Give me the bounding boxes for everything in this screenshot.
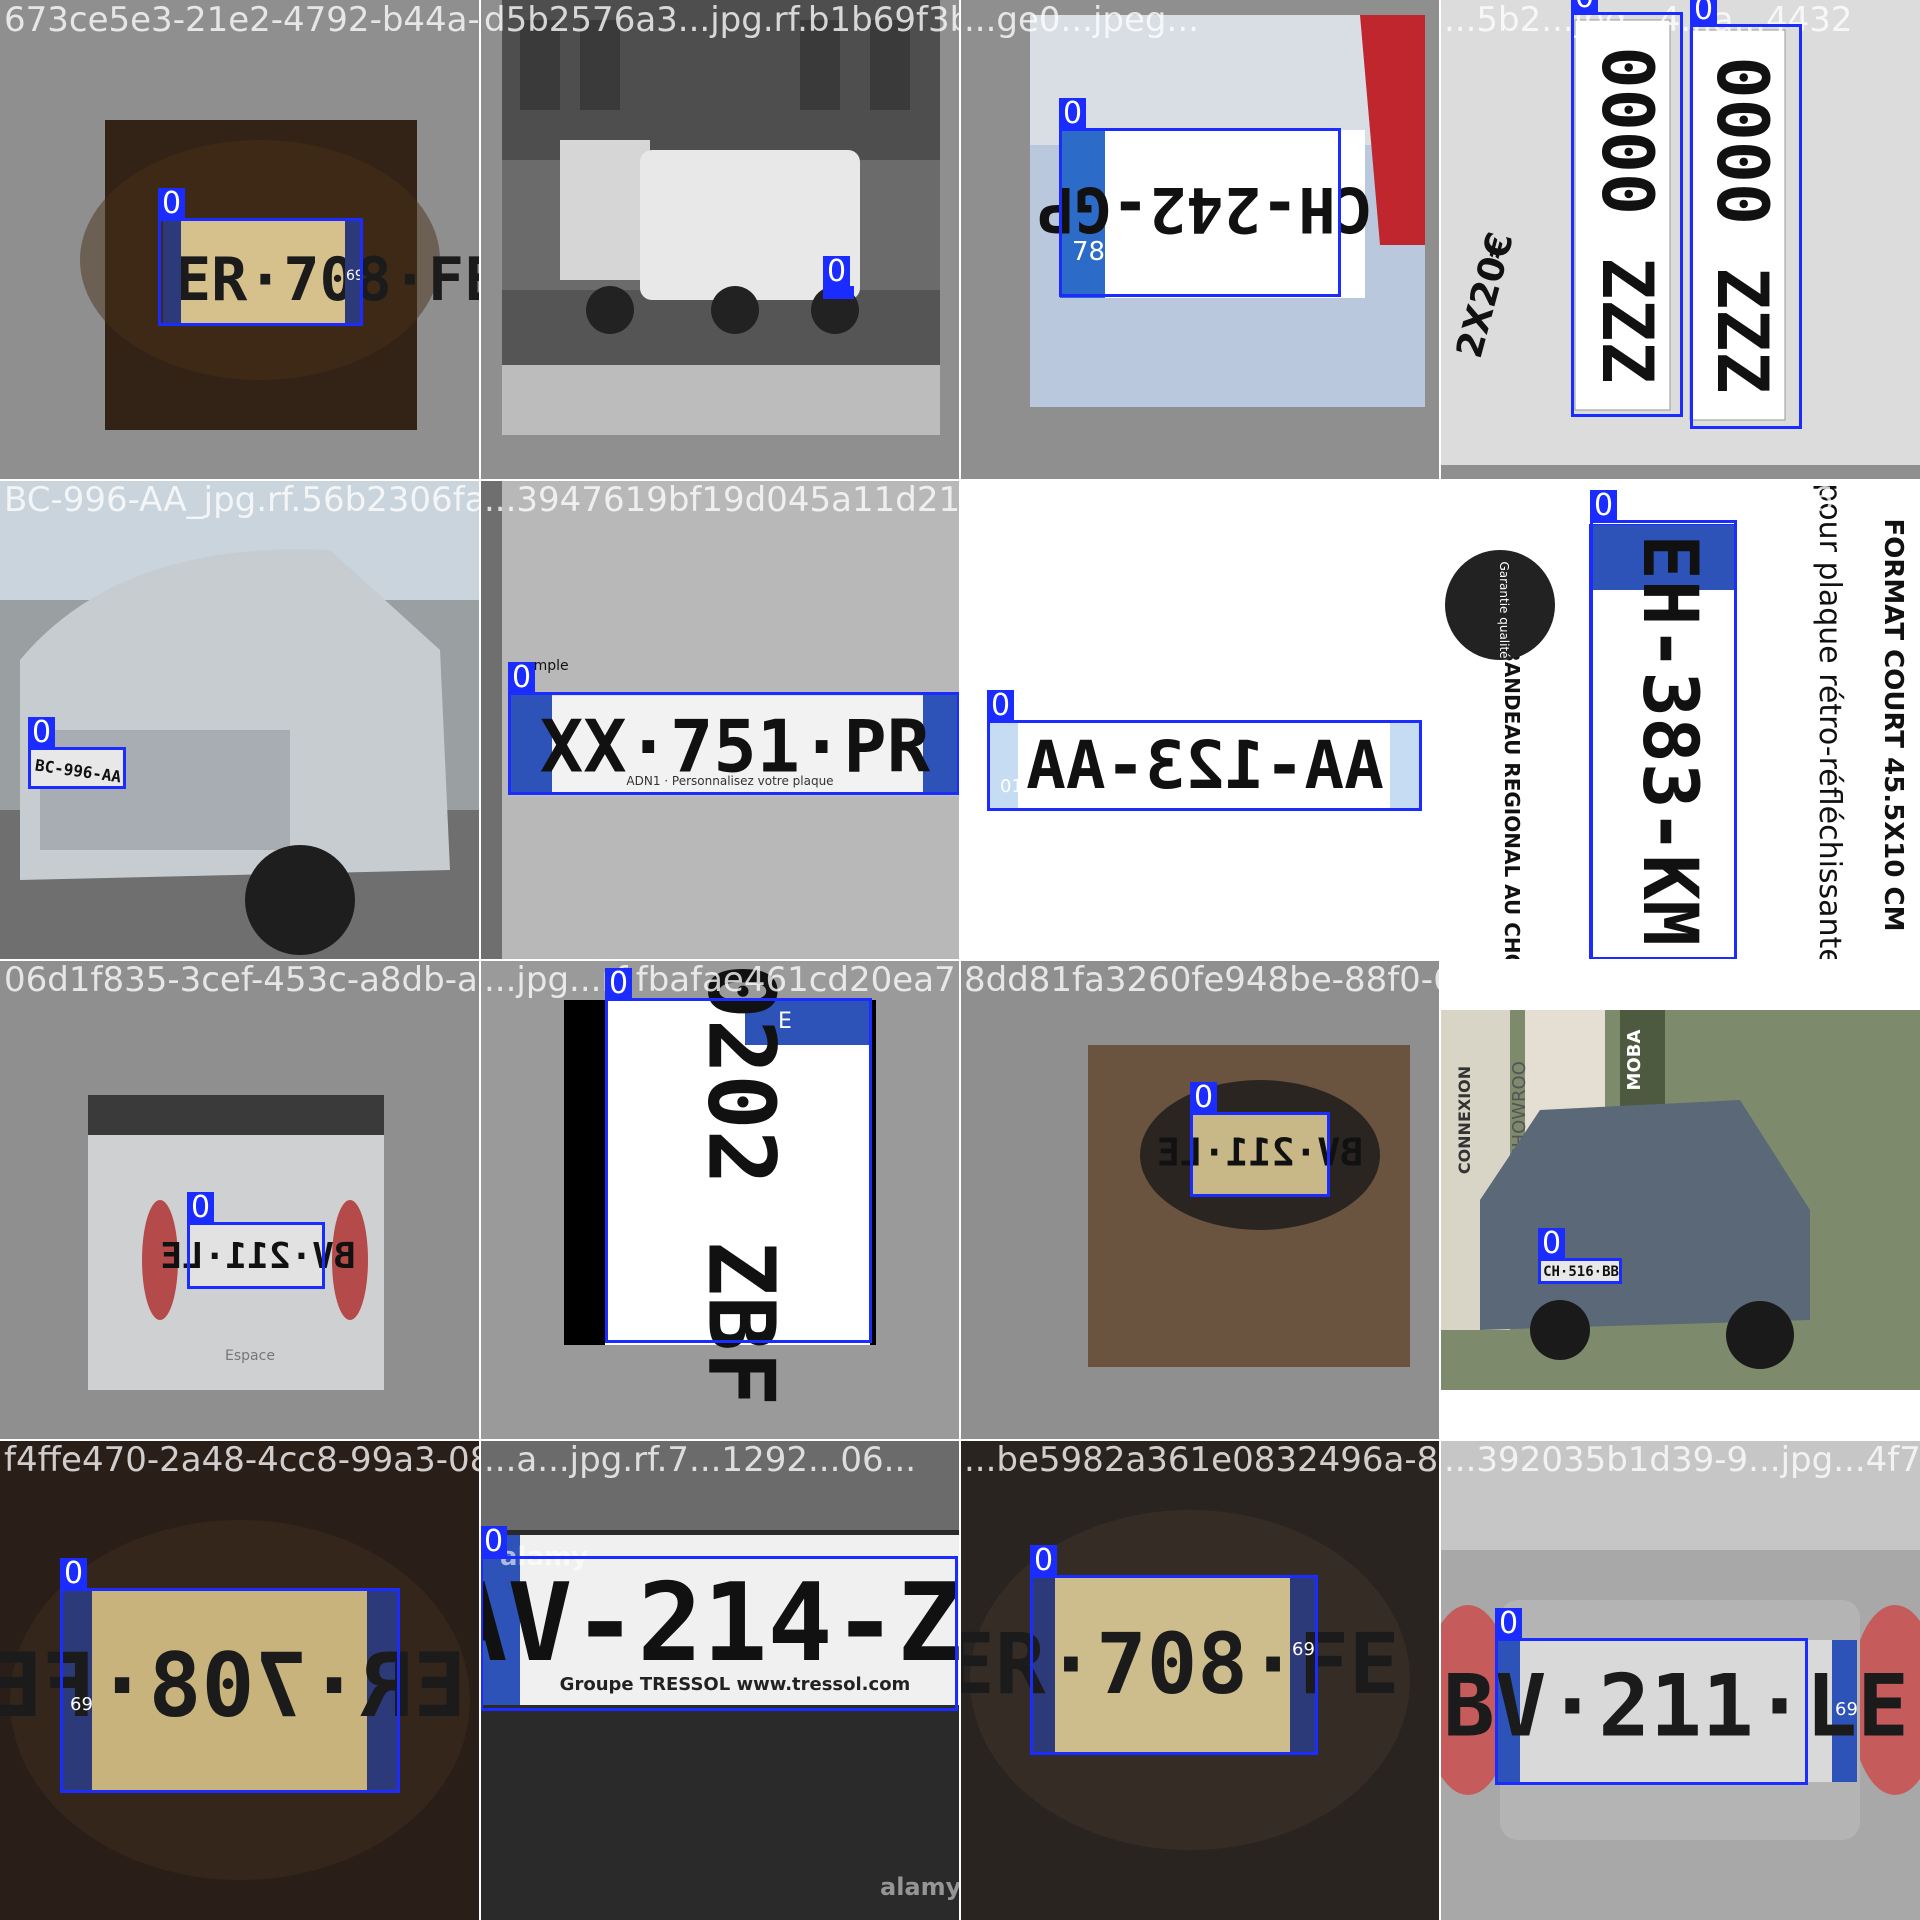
detection-box: 0 (823, 256, 854, 299)
tile-2: d5b2576a3...jpg.rf.b1b69f3b9f5...image 0 (480, 0, 960, 480)
class-label: 0 (1495, 1608, 1523, 1640)
class-label: 0 (1190, 1082, 1218, 1114)
svg-text:69: 69 (1835, 1699, 1858, 1720)
detection-box: 0 (508, 662, 960, 795)
side-text: BANDEAU REGIONAL AU CHOIX (1500, 647, 1524, 960)
grid-divider (0, 479, 1920, 481)
svg-text:69: 69 (70, 1694, 93, 1715)
night-plate-photo-2: ER·708·FE 69 (960, 1440, 1440, 1920)
truck-street-photo (480, 0, 960, 480)
tile-5: BC-996-AA BC-996-AA_jpg.rf.56b2306fa 0 (0, 480, 480, 960)
sample-plate-photo: emple XX·751·PR ADN1 · Personnalisez vot… (480, 480, 960, 960)
night-plate-photo: ER·708·FE 69 (0, 0, 480, 480)
tile-14: AV-214-ZE Groupe TRESSOL www.tressol.com… (480, 1440, 960, 1920)
plate-text: AV-214-ZE (480, 1561, 960, 1686)
detection-box: 0 (1690, 0, 1802, 429)
class-label: 0 (1571, 0, 1599, 14)
detection-box: 0 (1495, 1608, 1808, 1785)
car-rear-plate-photo: BV·211·LE Espace (0, 960, 480, 1440)
detection-box: 0 (158, 188, 363, 326)
tile-8: EH-383-KM pour plaque rétro-réfléchissan… (1440, 480, 1920, 960)
car-rear-plate-photo-2: BV·211·LE 69 (1440, 1440, 1920, 1920)
plate-text: CH·516·BB (1543, 1264, 1619, 1280)
blue-car-plate-photo: CH-242-GP 78 (960, 0, 1440, 480)
plate-text: ER·708·FE (0, 1634, 466, 1737)
tile-16: BV·211·LE 69 ...392035b1d39-9...jpg...4f… (1440, 1440, 1920, 1920)
grey-suv-photo: CONNEXION SHOWROO MOBA CH·516·BB (1440, 960, 1920, 1440)
plate-caption: Groupe TRESSOL www.tressol.com (560, 1674, 911, 1695)
detection-box: 0 (1030, 1545, 1318, 1755)
svg-text:Espace: Espace (225, 1348, 275, 1364)
vertical-product-plate-photo: EH-383-KM pour plaque rétro-réfléchissan… (1440, 480, 1920, 960)
detection-box: 0 (605, 968, 872, 1343)
alamy-plate-photo: AV-214-ZE Groupe TRESSOL www.tressol.com… (480, 1440, 960, 1920)
detection-box: 0 (1190, 1082, 1330, 1197)
seal-text: Garantie qualité (1497, 561, 1511, 658)
tile-1: ER·708·FE 69 673ce5e3-21e2-4792-b44a-2cb… (0, 0, 480, 480)
detection-box: 0 (1571, 0, 1683, 417)
svg-text:01: 01 (1000, 776, 1023, 797)
svg-text:CONNEXION: CONNEXION (1455, 1066, 1474, 1174)
class-label: 0 (1538, 1228, 1566, 1260)
side-text: FORMAT COURT 45.5X10 CM (1878, 519, 1908, 932)
tile-3: CH-242-GP 78 ...ge0...jpeg... 0 (960, 0, 1440, 480)
plate-text: ER·708·FE (175, 245, 480, 315)
plate-text-2: 0000 ZZZ (1701, 56, 1783, 393)
plate-text: 0000 ZZZ (1586, 46, 1668, 383)
class-label: 0 (480, 1526, 508, 1558)
silver-car-photo: BC-996-AA (0, 480, 480, 960)
plate-text: AA-123-AA (1026, 727, 1384, 804)
tile-4: 0000 ZZZ 0000 ZZZ 2X20€ ...5b2...jpg...4… (1440, 0, 1920, 480)
detection-box: 0 (1538, 1228, 1622, 1284)
night-rear-plate-photo: BV·211·LE (960, 960, 1440, 1440)
tile-7: AA-123-AA 01 ...jpg_jpg.rf.d8d3c4335bf68… (960, 480, 1440, 960)
tile-9: BV·211·LE Espace 06d1f835-3cef-453c-a8db… (0, 960, 480, 1440)
tile-13: ER·708·FE 69 f4ffe470-2a48-4cc8-99a3-086… (0, 1440, 480, 1920)
svg-text:alamy: alamy (880, 1873, 960, 1901)
class-label: 0 (1690, 0, 1718, 26)
grid-divider (0, 1439, 1920, 1441)
tile-15: ER·708·FE 69 ...be5982a361e0832496a-8bff… (960, 1440, 1440, 1920)
detection-box: 0 (987, 690, 1422, 811)
detection-box: 0 (187, 1192, 325, 1289)
side-text: pour plaque rétro-réfléchissante (1812, 483, 1847, 960)
plate-text: 0202 ZBF (688, 963, 795, 1406)
class-label: 0 (1590, 490, 1618, 522)
class-label: 0 (158, 188, 186, 220)
svg-text:78: 78 (1072, 237, 1105, 267)
grid-divider (0, 959, 1920, 961)
detection-box: 0 (480, 1526, 958, 1711)
class-label: 0 (1030, 1545, 1058, 1577)
class-label: 0 (823, 256, 851, 288)
svg-text:69: 69 (1292, 1639, 1315, 1660)
svg-text:emple: emple (525, 658, 569, 674)
detection-box: 0 (28, 717, 126, 789)
class-label: 0 (28, 717, 56, 749)
plate-text: ER·708·FE (960, 1615, 1400, 1713)
plate-text: XX·751·PR (540, 705, 931, 789)
class-label: 0 (1059, 98, 1087, 130)
plate-text: BV·211·LE (1443, 1656, 1909, 1756)
class-label: 0 (605, 968, 633, 1000)
svg-text:E: E (778, 1009, 792, 1034)
svg-text:69: 69 (346, 268, 364, 284)
svg-text:MOBA: MOBA (1624, 1030, 1645, 1091)
tile-6: emple XX·751·PR ADN1 · Personnalisez vot… (480, 480, 960, 960)
plate-caption: ADN1 · Personnalisez votre plaque (626, 774, 833, 788)
class-label: 0 (508, 662, 536, 694)
detection-box: 0 (1590, 490, 1737, 960)
square-plate-photo: E 0202 ZBF (480, 960, 960, 1440)
plate-text: EH-383-KM (1626, 534, 1715, 946)
tile-11: BV·211·LE 8dd81fa3260fe948be-88f0-6 0 (960, 960, 1440, 1440)
tile-10: E 0202 ZBF ...jpg...rf.fbafae461cd20ea7.… (480, 960, 960, 1440)
detection-box: 0 (1059, 98, 1341, 297)
class-label: 0 (187, 1192, 215, 1224)
plate-text: CH-242-GP (1037, 173, 1373, 246)
detection-box: 0 (60, 1558, 400, 1793)
tile-12: CONNEXION SHOWROO MOBA CH·516·BB PlatesM… (1440, 960, 1920, 1440)
class-label: 0 (60, 1558, 88, 1590)
class-label: 0 (987, 690, 1015, 722)
